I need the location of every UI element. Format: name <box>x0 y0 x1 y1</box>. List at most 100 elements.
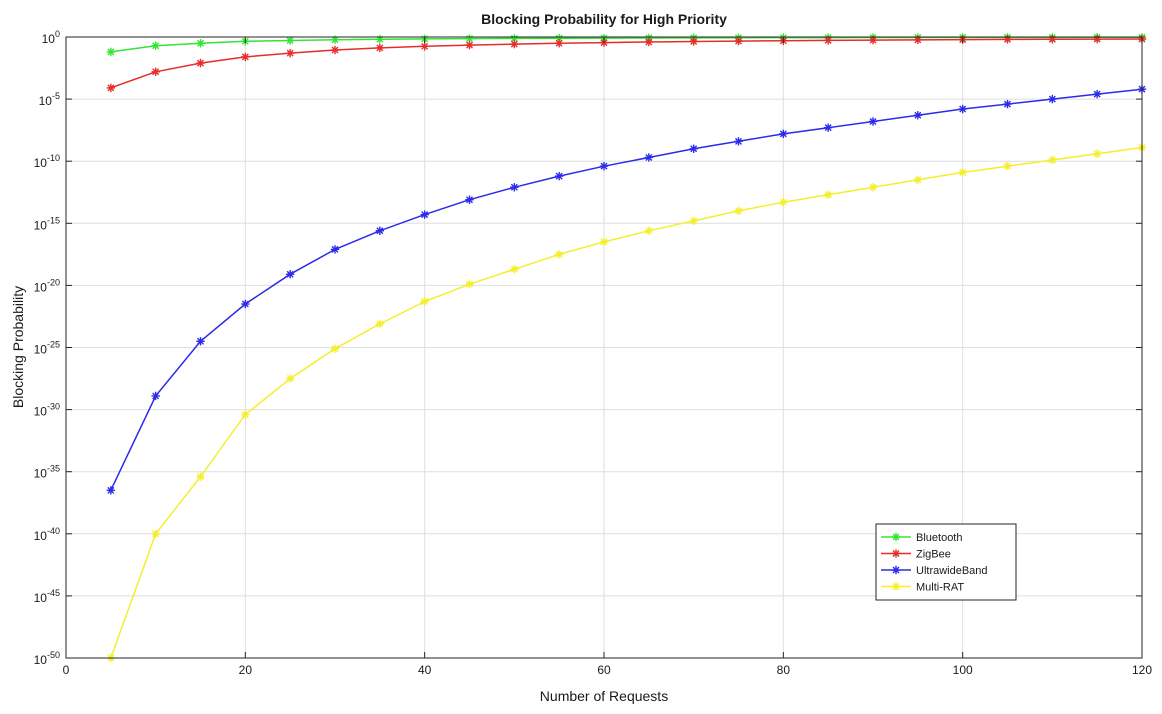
data-point-multi-rat <box>1048 155 1057 165</box>
data-point-zigbee <box>285 48 295 58</box>
x-tick-label: 0 <box>63 663 70 677</box>
data-point-ultrawideband <box>285 270 295 279</box>
marker-stroke <box>1093 90 1101 98</box>
y-tick-label: 10-25 <box>34 340 60 357</box>
data-point-multi-rat <box>599 237 609 247</box>
data-point-multi-rat <box>510 265 519 274</box>
marker-stroke <box>892 550 900 557</box>
marker-stroke <box>824 124 832 132</box>
marker-stroke <box>421 298 429 306</box>
marker-stroke <box>645 153 653 161</box>
marker-stroke <box>779 130 787 138</box>
legend-item-multi-rat: Multi-RAT <box>881 582 964 594</box>
data-point-zigbee <box>420 42 429 51</box>
legend-label: ZigBee <box>916 549 951 561</box>
x-axis-label: Number of Requests <box>540 688 668 704</box>
y-tick-label: 10-10 <box>34 153 60 170</box>
marker-stroke <box>645 227 653 235</box>
data-point-ultrawideband <box>106 486 116 495</box>
marker-stroke <box>376 320 384 328</box>
data-point-ultrawideband <box>330 245 340 254</box>
data-point-ultrawideband <box>554 171 564 181</box>
marker-stroke <box>892 533 900 541</box>
data-point-multi-rat <box>330 344 340 353</box>
series-line-zigbee <box>110 38 1143 89</box>
data-point-multi-rat <box>1092 149 1102 158</box>
marker-stroke <box>466 41 473 49</box>
marker-stroke <box>466 196 473 204</box>
marker-stroke <box>824 36 832 44</box>
x-tick-label: 120 <box>1132 663 1152 677</box>
data-point-bluetooth <box>151 41 160 50</box>
data-point-ultrawideband <box>599 161 609 171</box>
marker-stroke <box>152 392 160 400</box>
marker-stroke <box>107 84 115 92</box>
marker-stroke <box>735 207 742 215</box>
marker-stroke <box>510 34 518 42</box>
data-point-zigbee <box>734 36 743 46</box>
data-point-multi-rat <box>465 279 474 289</box>
data-point-ultrawideband <box>1003 99 1012 109</box>
marker-stroke <box>555 39 563 47</box>
data-point-multi-rat <box>913 175 923 185</box>
marker-stroke <box>690 145 698 153</box>
data-point-ultrawideband <box>958 104 967 114</box>
marker-stroke <box>735 37 742 45</box>
series-line-multi-rat <box>110 146 1143 659</box>
data-point-zigbee <box>106 83 116 93</box>
y-axis-label: Blocking Probability <box>10 286 26 408</box>
marker-stroke <box>690 37 698 45</box>
data-point-multi-rat <box>1003 161 1012 171</box>
marker-stroke <box>869 36 877 44</box>
marker-stroke <box>152 68 160 76</box>
legend-swatch-marker <box>891 565 901 575</box>
data-point-multi-rat <box>375 319 385 329</box>
marker-stroke <box>1004 100 1011 108</box>
marker-stroke <box>421 42 429 50</box>
marker-stroke <box>241 300 249 308</box>
data-point-multi-rat <box>554 250 564 259</box>
marker-stroke <box>510 40 518 48</box>
marker-stroke <box>241 411 249 419</box>
y-tick-label: 10-50 <box>34 650 60 667</box>
data-point-multi-rat <box>868 183 878 192</box>
data-point-ultrawideband <box>420 210 429 219</box>
legend-item-ultrawideband: UltrawideBand <box>881 565 988 577</box>
marker-stroke <box>510 265 518 273</box>
data-point-multi-rat <box>644 226 654 235</box>
x-tick-label: 80 <box>777 663 791 677</box>
data-point-zigbee <box>644 37 654 47</box>
marker-stroke <box>286 375 294 383</box>
data-point-zigbee <box>510 39 519 49</box>
x-axis-ticks: 0 20 40 60 80 100 120 <box>63 37 1152 677</box>
marker-stroke <box>959 168 967 176</box>
data-point-ultrawideband <box>868 117 878 126</box>
data-point-zigbee <box>330 45 340 55</box>
marker-stroke <box>600 162 608 170</box>
data-point-multi-rat <box>779 197 788 207</box>
data-point-bluetooth <box>375 35 385 44</box>
data-point-zigbee <box>151 67 160 76</box>
data-point-zigbee <box>823 36 833 45</box>
marker-stroke <box>555 250 563 258</box>
marker-stroke <box>914 176 922 184</box>
y-tick-label: 100 <box>42 29 60 46</box>
series-multi-rat <box>106 143 1147 663</box>
data-point-ultrawideband <box>375 226 385 235</box>
y-tick-label: 10-5 <box>39 91 60 108</box>
data-point-ultrawideband <box>644 153 654 162</box>
marker-stroke <box>152 530 160 538</box>
data-point-ultrawideband <box>734 137 743 146</box>
y-tick-label: 10-30 <box>34 402 60 419</box>
data-point-multi-rat <box>823 190 833 199</box>
marker-stroke <box>892 583 900 590</box>
data-point-zigbee <box>241 52 250 62</box>
chart-title: Blocking Probability for High Priority <box>481 11 727 27</box>
data-point-bluetooth <box>285 36 295 45</box>
data-point-zigbee <box>375 43 385 53</box>
data-point-zigbee <box>1048 35 1057 44</box>
legend-swatch-marker <box>891 532 901 542</box>
y-tick-label: 10-20 <box>34 277 60 294</box>
